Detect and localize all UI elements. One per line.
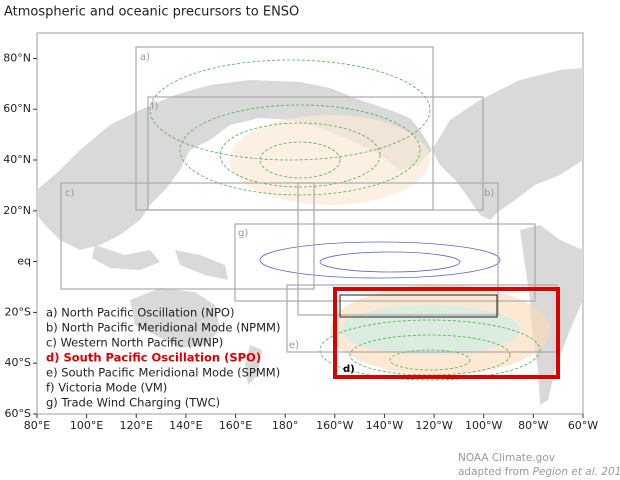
- contours: [149, 59, 541, 381]
- legend-item: g) Trade Wind Charging (TWC): [46, 396, 220, 410]
- credit-prefix: adapted from: [458, 466, 533, 478]
- spo-box: [333, 287, 560, 379]
- x-tick-label: 140°E: [169, 419, 202, 432]
- legend-item: b) North Pacific Meridional Mode (NPMM): [46, 321, 280, 335]
- x-tick-label: 180°: [272, 419, 299, 432]
- legend-item: d) South Pacific Oscillation (SPO): [46, 351, 261, 365]
- legend-item: a) North Pacific Oscillation (NPO): [46, 306, 234, 320]
- region-boxes: [60, 46, 558, 353]
- box-label: a): [140, 52, 150, 63]
- box-label: b): [484, 188, 494, 199]
- y-tick-label: 40°S: [5, 356, 31, 369]
- legend-item: f) Victoria Mode (VM): [46, 381, 167, 395]
- y-tick-label: 20°N: [3, 204, 31, 217]
- x-tick-label: 60°W: [568, 419, 598, 432]
- x-tick-label: 120°E: [120, 419, 153, 432]
- y-tick-label: 40°N: [3, 153, 31, 166]
- x-tick-label: 160°E: [219, 419, 252, 432]
- y-tick-label: 20°S: [5, 305, 31, 318]
- x-tick-label: 100°W: [465, 419, 502, 432]
- x-tick-label: 80°E: [24, 419, 50, 432]
- x-tick-label: 100°E: [70, 419, 103, 432]
- y-tick-label: 80°N: [3, 51, 31, 64]
- box-label: g): [238, 228, 248, 239]
- y-tick-label: 60°S: [5, 407, 31, 420]
- x-tick-label: 160°W: [316, 419, 353, 432]
- legend: a) North Pacific Oscillation (NPO)b) Nor…: [46, 306, 280, 410]
- box-label: f): [151, 101, 159, 112]
- plot-area: [36, 32, 584, 415]
- credit: adapted from Pegion et al. 2019: [458, 466, 620, 478]
- shading: [340, 305, 520, 355]
- credit-source: Pegion et al. 2019: [533, 466, 620, 478]
- legend-item: e) South Pacific Meridional Mode (SPMM): [46, 366, 280, 380]
- title: Atmospheric and oceanic precursors to EN…: [4, 5, 299, 20]
- y-tick-label: 60°N: [3, 102, 31, 115]
- legend-item: c) Western North Pacific (WNP): [46, 336, 223, 350]
- x-tick-label: 120°W: [415, 419, 452, 432]
- spmm-box: [339, 294, 498, 318]
- box-label: e): [289, 340, 299, 351]
- box-label: c): [65, 188, 74, 199]
- box-label: d): [343, 364, 355, 375]
- credit: NOAA Climate.gov: [458, 452, 555, 464]
- shading: [230, 115, 430, 205]
- y-tick-label: eq: [17, 255, 31, 268]
- x-tick-label: 140°W: [366, 419, 403, 432]
- contours: [259, 241, 501, 279]
- x-tick-label: 80°W: [518, 419, 548, 432]
